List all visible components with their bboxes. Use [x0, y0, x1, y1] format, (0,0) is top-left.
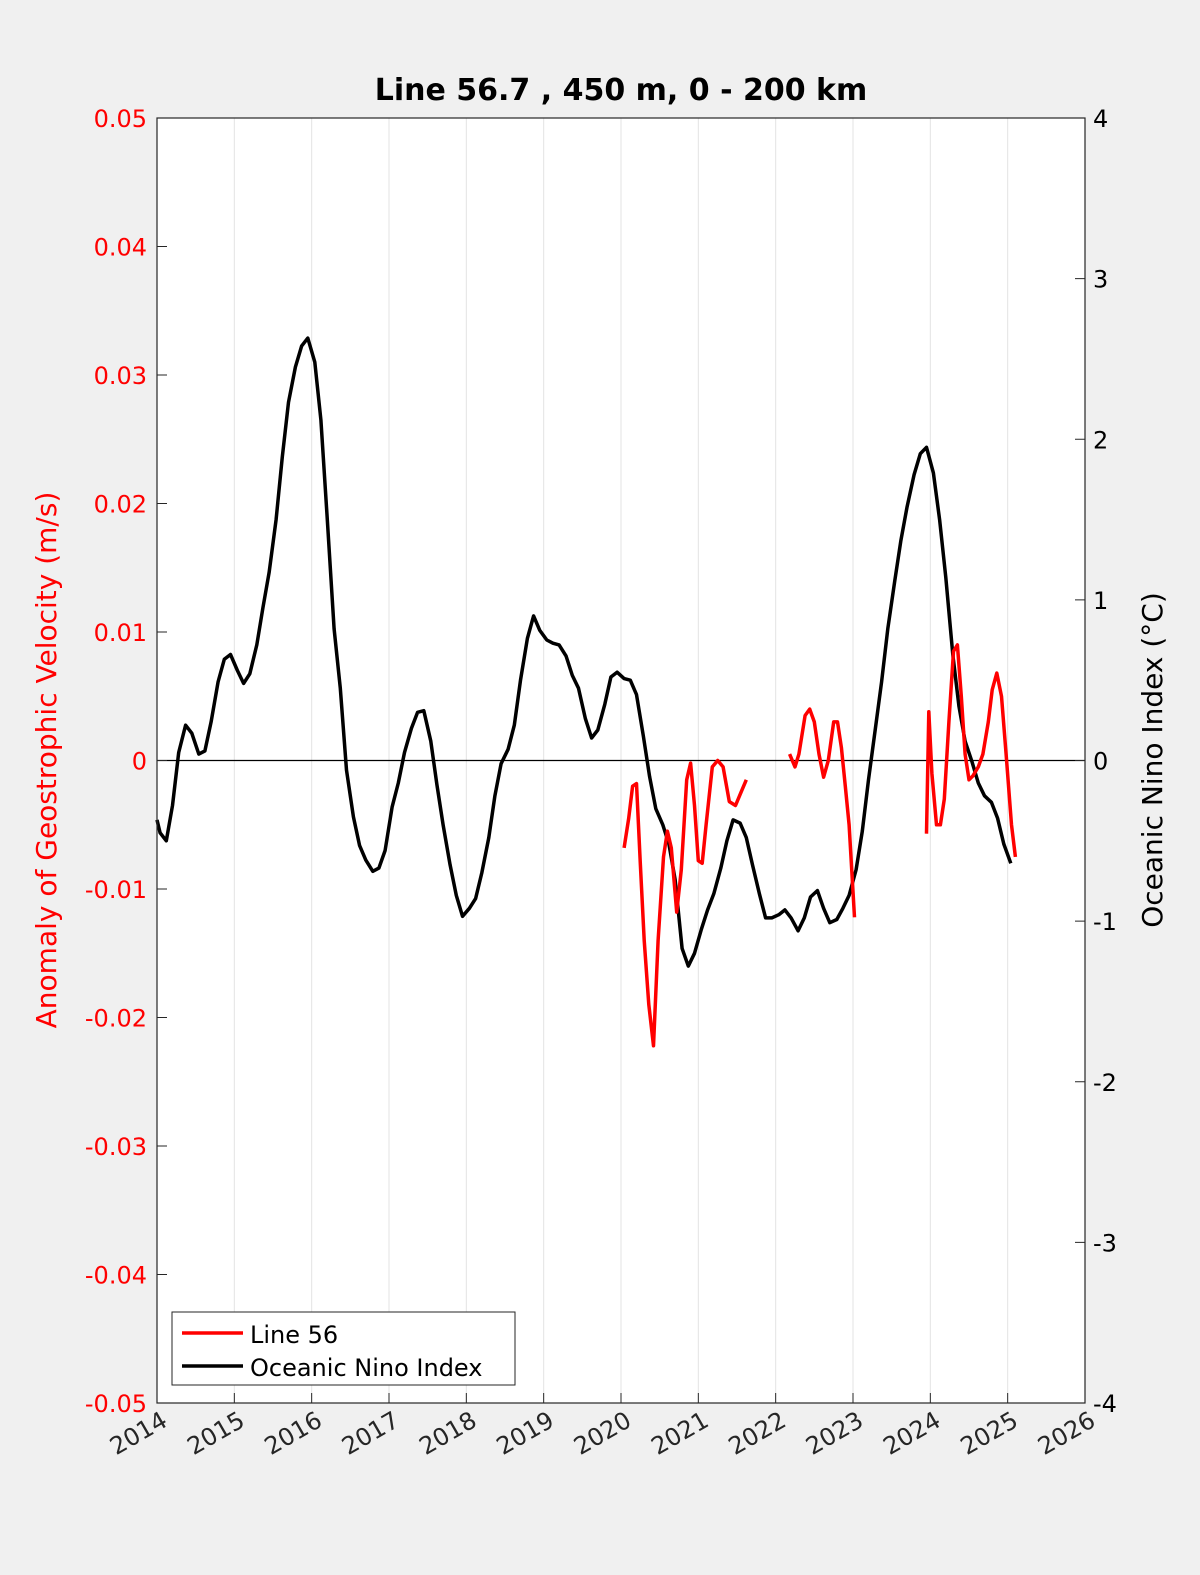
y-tick-label-left: 0.05	[94, 105, 147, 133]
oni-line	[155, 336, 1013, 968]
y-tick-label-right: 4	[1093, 105, 1108, 133]
y-axis-right-label: Oceanic Nino Index (°C)	[1136, 592, 1169, 928]
line56-segment	[924, 643, 1018, 858]
chart-title: Line 56.7 , 450 m, 0 - 200 km	[375, 73, 868, 108]
line56-segment	[622, 758, 748, 1048]
legend-label-oni: Oceanic Nino Index	[250, 1354, 482, 1382]
y-tick-label-right: -3	[1093, 1229, 1117, 1257]
y-tick-label-left: -0.03	[85, 1133, 147, 1161]
y-tick-label-left: 0.01	[94, 619, 147, 647]
right-axis: 4 3 2 1 0 -1 -2 -3 -4	[1075, 105, 1117, 1418]
y-tick-label-left: 0.03	[94, 362, 147, 390]
y-tick-label-left: 0.04	[94, 234, 147, 262]
y-tick-label-left: -0.02	[85, 1005, 147, 1033]
line56-series	[622, 643, 1018, 1048]
oni-series	[155, 336, 1013, 968]
y-tick-label-right: 2	[1093, 426, 1108, 454]
legend: Line 56 Oceanic Nino Index	[171, 1311, 516, 1386]
legend-box	[171, 1311, 516, 1386]
y-tick-label-left: -0.01	[85, 876, 147, 904]
y-tick-label-right: 1	[1093, 587, 1108, 615]
legend-label-line56: Line 56	[250, 1321, 338, 1349]
y-tick-label-right: -2	[1093, 1069, 1117, 1097]
y-axis-left-label: Anomaly of Geostrophic Velocity (m/s)	[30, 492, 63, 1029]
left-axis: 0.05 0.04 0.03 0.02 0.01 0 -0.01 -0.02 -0.03 -0.0…	[85, 105, 167, 1418]
y-tick-label-left: 0.02	[94, 491, 147, 519]
y-tick-label-left: 0	[132, 748, 147, 776]
line56-segment	[787, 707, 857, 918]
y-tick-label-right: 0	[1093, 748, 1108, 776]
y-tick-label-right: -4	[1093, 1390, 1117, 1418]
y-tick-label-right: -1	[1093, 908, 1117, 936]
y-tick-label-left: -0.04	[85, 1262, 147, 1290]
y-tick-label-right: 3	[1093, 266, 1108, 294]
y-tick-label-left: -0.05	[85, 1390, 147, 1418]
